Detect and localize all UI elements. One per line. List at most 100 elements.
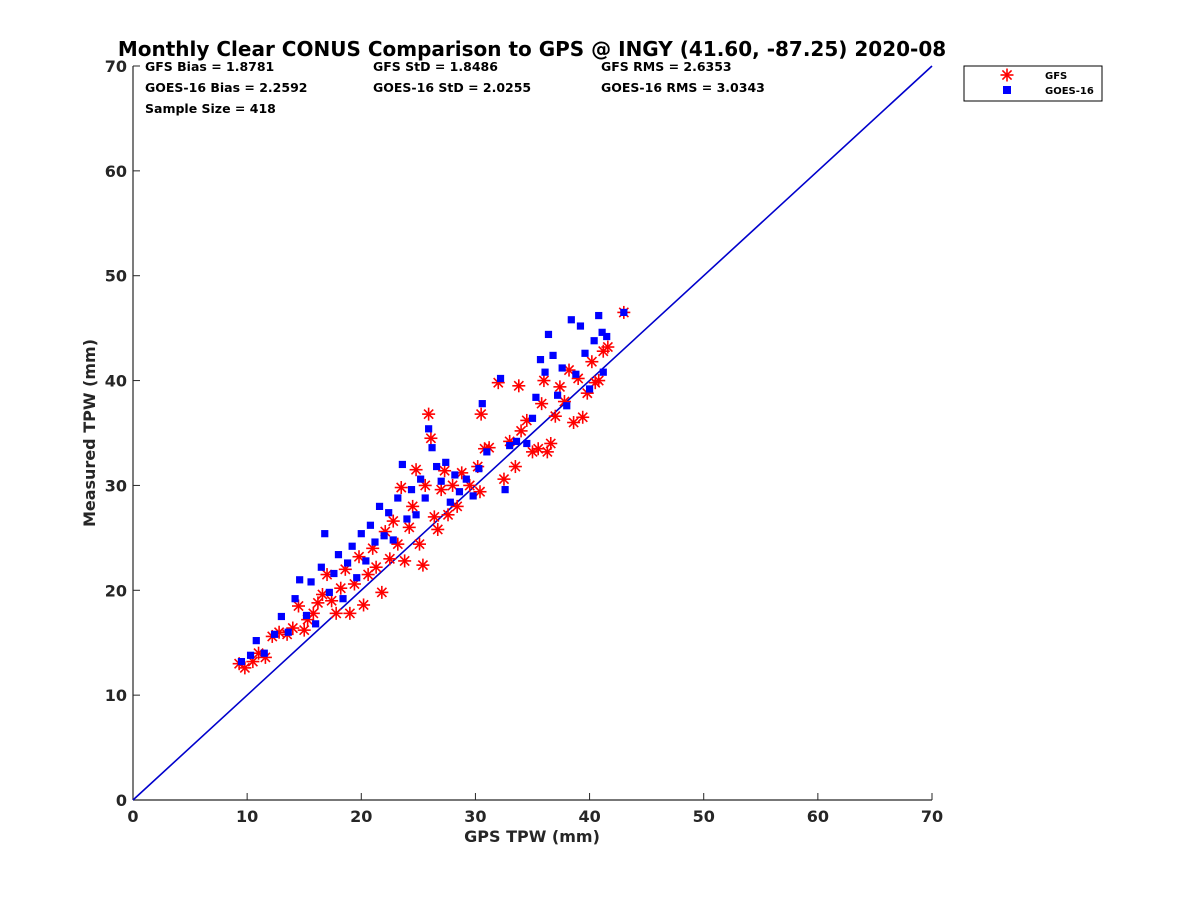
gfs-point (311, 596, 325, 610)
goes16-point (567, 316, 575, 324)
legend-gfs-asterisk (1000, 68, 1014, 82)
goes16-point (425, 425, 433, 433)
gfs-point (431, 522, 445, 536)
goes16-point (252, 637, 260, 645)
goes16-point (317, 563, 325, 571)
goes16-point (353, 574, 361, 582)
goes16-point (442, 458, 450, 466)
goes16-point (407, 486, 416, 494)
gfs-point (601, 340, 615, 354)
goes16-point (270, 630, 279, 638)
gfs-point (394, 481, 408, 495)
goes16-point (603, 332, 611, 341)
gfs-point (375, 585, 389, 599)
goes16-point (437, 477, 445, 485)
goes16-point (501, 486, 509, 494)
goes16-point (541, 368, 549, 376)
statistics-annotations: GFS Bias = 1.8781 GFS StD = 1.8486 GFS R… (145, 59, 765, 116)
goes16-point (417, 475, 425, 483)
goes16-point (478, 400, 486, 408)
goes16-point (558, 364, 566, 372)
goes16-point (385, 509, 393, 517)
goes16-point (307, 578, 315, 586)
goes16-point (469, 492, 477, 500)
gfs-point (473, 485, 487, 499)
plot-area (132, 66, 932, 801)
goes16-point (246, 651, 255, 659)
gfs-point (416, 558, 430, 572)
gfs-series (232, 305, 631, 675)
gfs-point (553, 380, 567, 394)
gfs-point (508, 460, 522, 474)
goes16-point (590, 337, 598, 345)
goes16-point (403, 515, 411, 523)
goes16-point (598, 328, 606, 336)
legend: GFS GOES-16 (963, 65, 1103, 102)
goes16-point (620, 308, 628, 317)
legend-gfs-label: GFS (1045, 71, 1067, 82)
goes16-point (394, 494, 402, 502)
gfs-point (383, 552, 397, 566)
gfs-point (576, 410, 590, 424)
goes16-point (475, 465, 483, 473)
goes16-point (334, 551, 343, 559)
gfs-point (329, 606, 343, 620)
gfs-point (446, 478, 460, 492)
gfs-point (343, 606, 357, 620)
goes16-point (455, 488, 464, 496)
x-tick-label: 10 (236, 807, 258, 826)
goes-bias-stat: GOES-16 Bias = 2.2592 (145, 80, 307, 95)
goes16-point (595, 311, 603, 320)
goes16-point (284, 628, 292, 636)
goes16-point (296, 576, 304, 584)
goes16-point (446, 498, 454, 506)
goes16-point (599, 368, 607, 376)
gfs-point (418, 478, 432, 492)
gfs-point (544, 436, 558, 450)
gfs-point (369, 560, 383, 574)
gfs-point (474, 407, 488, 421)
gfs-point (412, 537, 426, 551)
goes16-point (343, 559, 352, 567)
gfs-point (406, 499, 420, 513)
goes16-point (339, 595, 347, 603)
gfs-point (512, 379, 526, 393)
gfs-rms-stat: GFS RMS = 2.6353 (601, 59, 732, 74)
gfs-point (320, 568, 334, 582)
gfs-bias-stat: GFS Bias = 1.8781 (145, 59, 274, 74)
gfs-point (424, 431, 438, 445)
gfs-point (352, 550, 366, 564)
gfs-point (361, 568, 375, 582)
gfs-point (434, 483, 448, 497)
goes16-point (512, 437, 521, 445)
goes16-point (412, 511, 420, 519)
goes16-point (302, 611, 311, 620)
goes16-point (277, 612, 285, 621)
x-tick-label: 50 (693, 807, 715, 826)
goes16-point (483, 448, 491, 456)
sample-size-stat: Sample Size = 418 (145, 101, 276, 116)
goes16-point (380, 532, 388, 540)
y-tick-label: 40 (105, 372, 127, 391)
y-tick-label: 60 (105, 162, 127, 181)
goes16-point (260, 649, 268, 657)
goes16-point (375, 502, 384, 510)
y-tick-label: 0 (116, 791, 127, 810)
gfs-point (427, 510, 441, 524)
gfs-point (592, 374, 606, 388)
gfs-point (531, 442, 545, 456)
gfs-point (422, 407, 436, 421)
goes16-point (291, 595, 299, 603)
goes16-point (496, 374, 505, 383)
goes16-point (523, 439, 531, 448)
y-axis-label: Measured TPW (mm) (80, 339, 99, 527)
goes16-point (237, 657, 246, 666)
x-tick-label: 40 (578, 807, 600, 826)
gfs-point (567, 416, 581, 430)
goes16-point (581, 349, 589, 357)
goes16-point (462, 475, 470, 483)
gfs-point (357, 598, 371, 612)
x-tick-label: 0 (127, 807, 138, 826)
goes16-point (362, 557, 370, 565)
axis-ticks: 0 10 20 30 40 50 60 70 0 10 20 30 40 50 60 70 (105, 57, 943, 826)
